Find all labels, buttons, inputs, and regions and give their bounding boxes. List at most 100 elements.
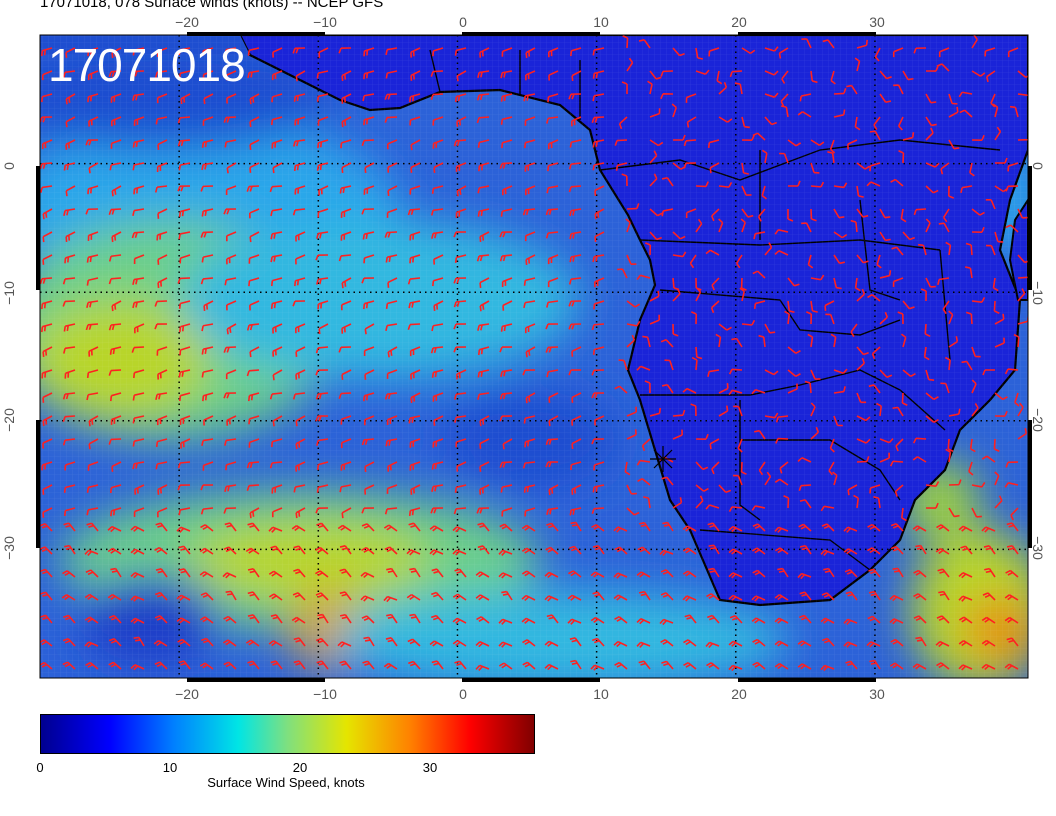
wind-barb	[866, 641, 881, 648]
wind-barb	[454, 484, 467, 493]
wind-barb	[741, 47, 756, 55]
wind-barb	[271, 484, 283, 494]
wind-barb	[409, 93, 421, 103]
wind-barb	[178, 369, 191, 378]
wind-barb	[591, 507, 605, 515]
wind-barb	[431, 484, 444, 492]
wind-barb	[614, 661, 628, 670]
wind-barb	[223, 116, 237, 123]
wind-barb	[180, 93, 191, 105]
wind-barb	[591, 116, 605, 123]
wind-barb	[479, 438, 490, 449]
wind-barb	[295, 415, 306, 427]
wind-barb	[385, 47, 398, 56]
wind-barb	[385, 323, 398, 332]
wind-barb	[201, 637, 214, 647]
wind-barb	[757, 208, 766, 222]
wind-barb	[410, 139, 421, 151]
wind-barb	[695, 346, 703, 360]
wind-barb	[548, 484, 559, 496]
wind-barb	[621, 173, 628, 187]
wind-barb	[111, 461, 122, 472]
wind-barb	[682, 525, 697, 532]
wind-barb	[617, 268, 628, 279]
wind-barb	[340, 300, 352, 311]
wind-barb	[87, 231, 99, 241]
wind-barb	[1017, 288, 1026, 302]
wind-barb	[87, 185, 99, 195]
wind-barb	[454, 392, 467, 400]
wind-barb	[295, 507, 306, 519]
wind-barb	[109, 392, 122, 402]
wind-barb	[569, 208, 582, 217]
wind-barb	[499, 415, 513, 422]
wind-barb	[178, 392, 191, 402]
wind-barb	[364, 461, 375, 473]
wind-barb	[626, 254, 637, 265]
wind-barb	[268, 640, 283, 647]
wind-barb	[649, 231, 662, 241]
wind-barb	[638, 39, 651, 49]
wind-barb	[935, 547, 950, 555]
wind-barb	[889, 594, 904, 602]
wind-barb	[569, 139, 582, 148]
wind-barb	[942, 300, 950, 315]
wind-barb	[245, 547, 260, 555]
wind-barb	[294, 116, 306, 126]
wind-barb	[711, 461, 720, 475]
wind-barb	[829, 438, 835, 453]
wind-barb	[384, 392, 398, 400]
wind-barb	[222, 572, 237, 579]
wind-barb	[179, 346, 191, 356]
wind-barb	[177, 116, 191, 124]
wind-barb	[741, 134, 755, 142]
wind-barb	[649, 108, 661, 118]
wind-barb	[386, 613, 398, 624]
wind-barb	[340, 208, 352, 218]
wind-barb	[1006, 544, 1019, 555]
wind-barb	[590, 571, 605, 578]
wind-barb	[155, 438, 168, 448]
wind-barb	[613, 594, 628, 601]
wind-barb	[110, 93, 122, 103]
wind-barb	[454, 93, 467, 103]
wind-barb	[363, 185, 375, 195]
wind-barb	[154, 300, 168, 307]
wind-barb	[84, 616, 99, 624]
wind-barb	[636, 571, 651, 578]
wind-barb	[569, 637, 582, 647]
wind-barb	[850, 219, 858, 233]
wind-barb	[843, 641, 858, 648]
wind-barb	[201, 139, 214, 148]
wind-barb	[293, 660, 306, 670]
wind-barb	[965, 242, 973, 256]
wind-barb	[784, 310, 791, 325]
wind-barb	[203, 93, 214, 105]
wind-barb	[157, 507, 168, 518]
wind-barb	[1014, 392, 1020, 407]
wind-barb	[154, 615, 168, 624]
wind-barb	[731, 337, 743, 348]
wind-barb	[971, 379, 977, 394]
wind-barb	[592, 346, 605, 355]
wind-barb	[897, 116, 904, 131]
wind-barb	[571, 116, 582, 127]
wind-barb	[892, 567, 904, 578]
wind-barb	[833, 182, 848, 189]
wind-barb	[270, 614, 283, 624]
wind-barb	[683, 162, 697, 169]
wind-barb	[524, 116, 536, 126]
wind-barb	[61, 594, 76, 601]
lat-tick-left: −20	[1, 408, 17, 432]
wind-barb	[130, 572, 145, 579]
wind-barb	[499, 254, 513, 262]
wind-barb	[799, 544, 812, 555]
lon-tick-top: −10	[313, 14, 337, 30]
wind-barb	[248, 438, 260, 448]
wind-barb	[247, 614, 260, 624]
wind-barb	[807, 333, 814, 348]
wind-barb	[649, 314, 661, 325]
wind-barb	[130, 664, 145, 671]
wind-barb	[364, 484, 375, 495]
wind-barb	[787, 139, 802, 147]
